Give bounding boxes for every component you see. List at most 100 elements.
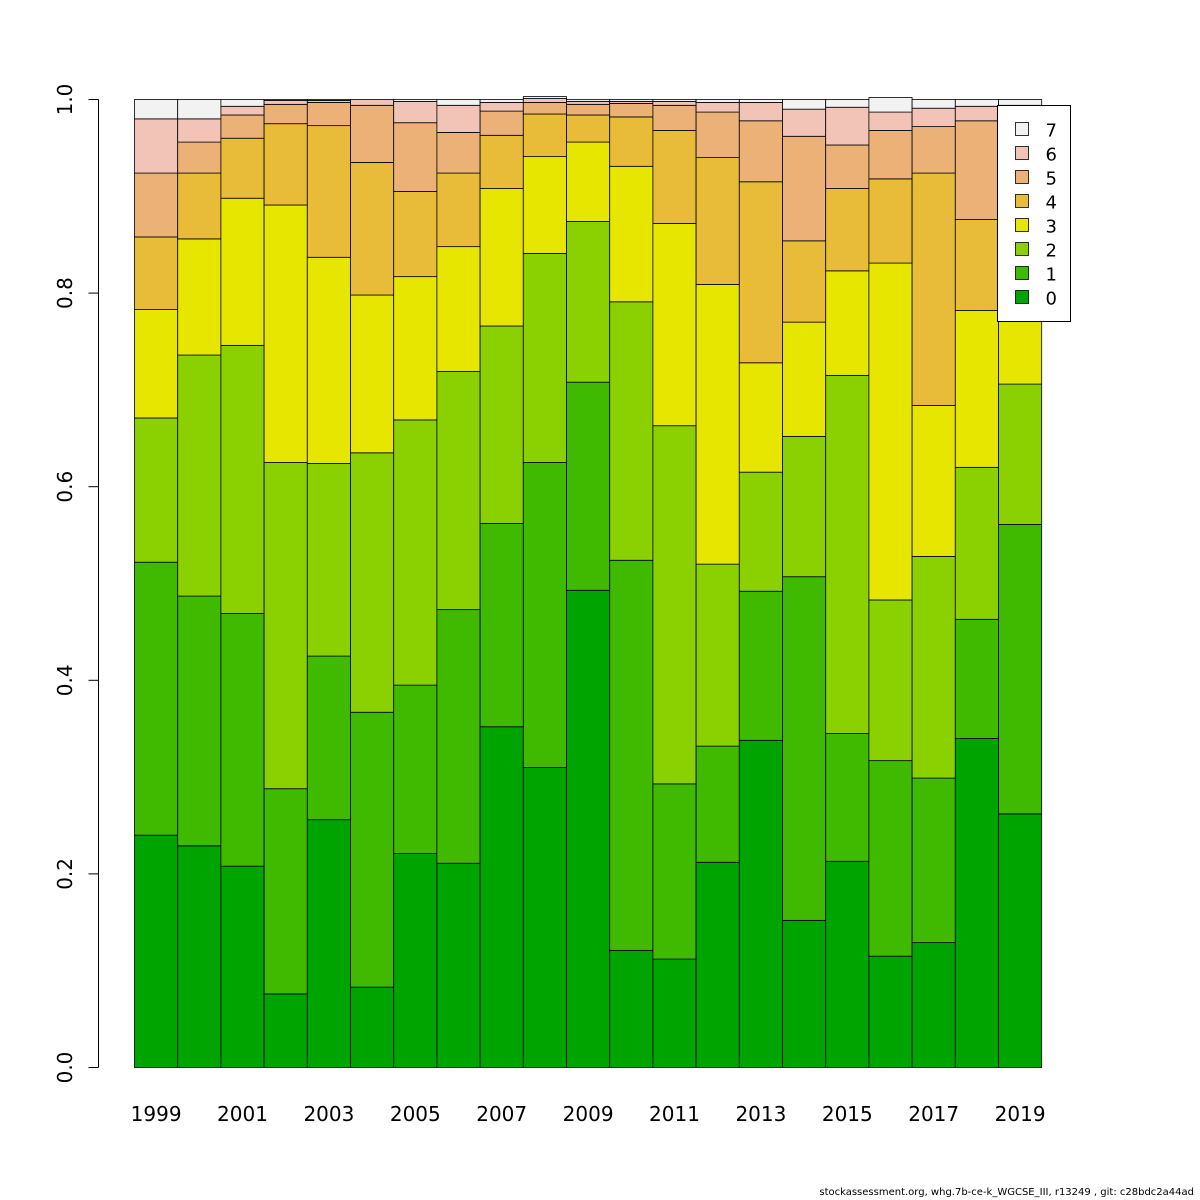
bar-segment-2016-series-7: [868, 97, 913, 113]
bar-segment-2006-series-2: [436, 371, 481, 611]
bar-segment-2009-series-0: [566, 589, 611, 1068]
bar-segment-2009-series-5: [566, 103, 611, 116]
bar-segment-2011-series-3: [652, 223, 697, 427]
bar-segment-2008-series-1: [522, 462, 567, 768]
bar-segment-2013-series-1: [738, 590, 783, 741]
bar-segment-2005-series-5: [393, 122, 438, 192]
bar-segment-2012-series-3: [695, 283, 740, 565]
bar-segment-2012-series-0: [695, 861, 740, 1068]
bar-segment-2006-series-0: [436, 862, 481, 1068]
bar-segment-2015-series-5: [825, 144, 870, 189]
bar-segment-2000-series-0: [177, 845, 222, 1068]
bar-segment-2003-series-4: [306, 125, 351, 258]
bar-segment-2017-series-7: [911, 99, 956, 109]
bar-segment-2002-series-4: [263, 123, 308, 206]
y-tick-label: 0.8: [53, 277, 77, 309]
footer-caption: stockassessment.org, whg.7b-ce-k_WGCSE_I…: [819, 1187, 1194, 1198]
x-tick-label: 2017: [908, 1102, 959, 1126]
bar-segment-2002-series-1: [263, 788, 308, 995]
bar-segment-2004-series-3: [350, 294, 395, 454]
bar-segment-2001-series-5: [220, 114, 265, 139]
bars-layer: [134, 96, 1043, 1068]
bar-segment-2002-series-3: [263, 204, 308, 463]
bar-segment-2017-series-0: [911, 942, 956, 1068]
bar-segment-2009-series-7: [566, 99, 611, 102]
bar-segment-2003-series-3: [306, 256, 351, 464]
bar-segment-2006-series-4: [436, 172, 481, 248]
x-tick-label: 2003: [303, 1102, 354, 1126]
bar-segment-2013-series-0: [738, 739, 783, 1068]
bar-segment-2005-series-0: [393, 853, 438, 1068]
bar-segment-2000-series-2: [177, 354, 222, 597]
bar-segment-2015-series-1: [825, 733, 870, 862]
bar-segment-2007-series-3: [479, 188, 524, 327]
y-tick-label: 0.6: [53, 471, 77, 503]
x-tick-label: 2007: [476, 1102, 527, 1126]
bar-segment-2015-series-0: [825, 860, 870, 1068]
legend-swatch-5: [1015, 170, 1029, 184]
bar-segment-2001-series-0: [220, 865, 265, 1068]
y-tick-label: 0.0: [53, 1052, 77, 1084]
legend-swatch-7: [1015, 122, 1029, 136]
bar-segment-2000-series-6: [177, 118, 222, 143]
bar-segment-2015-series-4: [825, 188, 870, 272]
bar-segment-2005-series-7: [393, 99, 438, 102]
legend-label-4: 4: [1046, 193, 1057, 214]
bar-segment-2008-series-4: [522, 113, 567, 158]
bar-segment-2009-series-3: [566, 141, 611, 222]
bar-segment-2007-series-0: [479, 726, 524, 1068]
bar-segment-2011-series-4: [652, 130, 697, 224]
bar-segment-2015-series-6: [825, 106, 870, 146]
bar-segment-2000-series-4: [177, 172, 222, 240]
bar-segment-2004-series-0: [350, 986, 395, 1068]
bar-segment-2018-series-7: [954, 99, 999, 107]
bar-segment-2010-series-2: [609, 301, 654, 561]
bar-segment-2010-series-5: [609, 102, 654, 118]
bar-segment-2012-series-1: [695, 745, 740, 863]
bar-segment-2018-series-5: [954, 120, 999, 220]
bar-segment-2014-series-4: [782, 240, 827, 323]
bar-segment-2007-series-7: [479, 99, 524, 103]
bar-segment-2000-series-5: [177, 141, 222, 174]
bar-segment-2011-series-7: [652, 99, 697, 102]
legend-box: [997, 105, 1071, 322]
bar-segment-2019-series-7: [998, 99, 1043, 106]
bar-segment-2008-series-5: [522, 102, 567, 115]
bar-segment-2002-series-5: [263, 103, 308, 125]
bar-segment-2007-series-6: [479, 102, 524, 112]
bar-segment-2018-series-4: [954, 219, 999, 311]
bar-segment-2017-series-2: [911, 555, 956, 779]
bar-segment-2003-series-2: [306, 463, 351, 657]
bar-segment-2016-series-6: [868, 111, 913, 131]
bar-segment-2015-series-7: [825, 99, 870, 108]
bar-segment-2016-series-1: [868, 760, 913, 957]
bar-segment-2016-series-0: [868, 955, 913, 1068]
bar-segment-2007-series-5: [479, 110, 524, 136]
bar-segment-2003-series-1: [306, 655, 351, 821]
bar-segment-2017-series-6: [911, 107, 956, 128]
legend-label-7: 7: [1046, 121, 1057, 142]
bar-segment-2017-series-1: [911, 777, 956, 944]
axes-layer: 0.0 0.2 0.4 0.6 0.8 1.0 1999 2001 2003 2005 2007 20…: [53, 84, 1046, 1126]
bar-segment-2017-series-5: [911, 126, 956, 174]
legend: 7 6 5 4 3 2 1 0: [997, 105, 1071, 322]
bar-segment-2014-series-1: [782, 576, 827, 921]
bar-segment-2014-series-2: [782, 435, 827, 578]
bar-segment-1999-series-2: [134, 417, 179, 563]
bar-segment-2010-series-3: [609, 165, 654, 303]
bar-segment-2012-series-6: [695, 102, 740, 113]
bar-segment-2005-series-3: [393, 276, 438, 421]
y-tick-label: 0.4: [53, 664, 77, 696]
legend-swatch-3: [1015, 218, 1029, 232]
legend-label-5: 5: [1046, 169, 1057, 190]
bar-segment-1999-series-1: [134, 561, 179, 836]
bar-segment-2003-series-5: [306, 102, 351, 127]
legend-label-2: 2: [1046, 241, 1057, 262]
bar-segment-2001-series-1: [220, 613, 265, 867]
bar-segment-2002-series-0: [263, 993, 308, 1068]
bar-segment-2004-series-6: [350, 99, 395, 106]
bar-segment-2013-series-4: [738, 181, 783, 364]
bar-segment-2007-series-2: [479, 325, 524, 524]
bar-segment-2015-series-2: [825, 374, 870, 734]
bar-segment-1999-series-0: [134, 834, 179, 1068]
